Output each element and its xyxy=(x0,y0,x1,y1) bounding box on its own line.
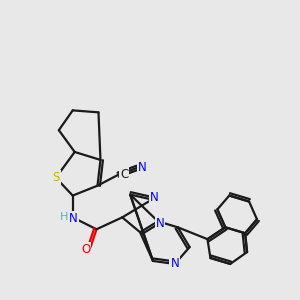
Text: N: N xyxy=(138,161,146,174)
Text: H: H xyxy=(60,212,68,222)
Text: N: N xyxy=(155,217,164,230)
Text: N: N xyxy=(69,212,78,225)
Text: S: S xyxy=(52,171,60,184)
Text: N: N xyxy=(170,257,179,270)
Text: N: N xyxy=(150,191,158,204)
Text: O: O xyxy=(81,243,90,256)
Text: C: C xyxy=(120,168,128,181)
